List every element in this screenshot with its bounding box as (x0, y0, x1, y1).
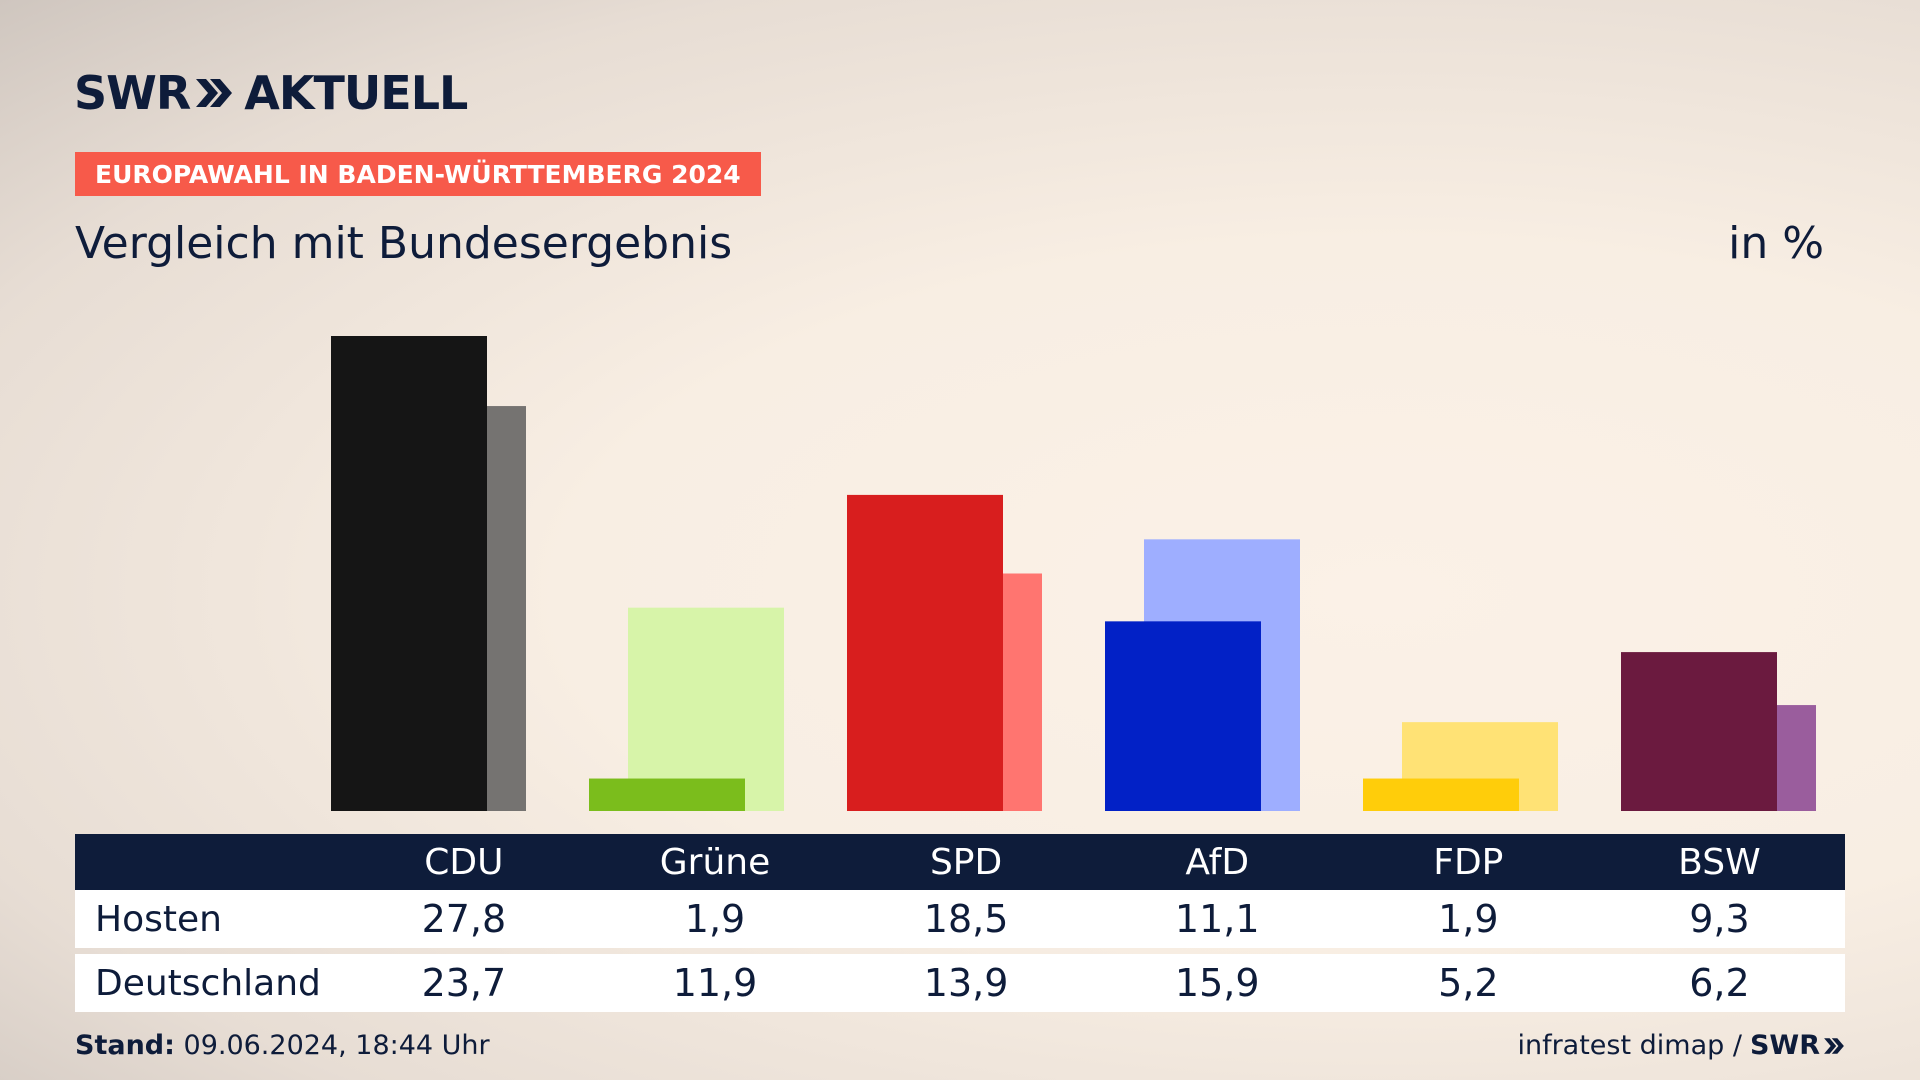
chart-subtitle: Vergleich mit Bundesergebnis (75, 218, 733, 269)
stand-label: Stand: (75, 1030, 175, 1061)
bar-hosten-bsw (1621, 652, 1777, 811)
bar-hosten-gruene (589, 778, 745, 811)
value-hosten-cdu: 27,8 (421, 897, 507, 941)
bar-deutschland-fdp (1402, 722, 1558, 811)
row-label-hosten: Hosten (95, 898, 222, 940)
bar-deutschland-spd (886, 573, 1042, 811)
table-header-row: CDU Grüne SPD AfD FDP BSW (75, 834, 1845, 890)
bar-deutschland-afd (1144, 539, 1300, 811)
value-hosten-spd: 18,5 (923, 897, 1009, 941)
value-deutschland-fdp: 5,2 (1438, 961, 1499, 1005)
election-kicker-badge: EUROPAWAHL IN BADEN-WÜRTTEMBERG 2024 (75, 152, 761, 196)
value-deutschland-gruene: 11,9 (672, 961, 758, 1005)
stand-value: 09.06.2024, 18:44 Uhr (183, 1030, 490, 1061)
party-header-gruene: Grüne (659, 841, 771, 883)
timestamp: Stand: 09.06.2024, 18:44 Uhr (75, 1030, 490, 1061)
source-brand: SWR (1750, 1030, 1845, 1061)
brand-swr: SWR (74, 66, 191, 120)
value-hosten-gruene: 1,9 (684, 897, 746, 941)
value-hosten-fdp: 1,9 (1438, 897, 1499, 941)
party-header-bsw: BSW (1678, 841, 1761, 883)
party-header-cdu: CDU (424, 841, 504, 883)
value-deutschland-spd: 13,9 (923, 961, 1009, 1005)
party-header-spd: SPD (929, 841, 1003, 883)
bar-deutschland-gruene (628, 607, 784, 811)
bar-hosten-fdp (1363, 778, 1519, 811)
value-hosten-bsw: 9,3 (1689, 897, 1750, 941)
bar-hosten-spd (847, 494, 1003, 811)
value-deutschland-bsw: 6,2 (1689, 961, 1750, 1005)
brand-aktuell: AKTUELL (244, 66, 468, 120)
source-text: infratest dimap / (1517, 1030, 1742, 1061)
unit-label: in % (1728, 218, 1824, 269)
value-hosten-afd: 11,1 (1174, 897, 1260, 941)
brand-logo: SWR AKTUELL (74, 66, 468, 120)
source-brand-text: SWR (1749, 1030, 1820, 1061)
source-credit: infratest dimap / SWR (1517, 1030, 1845, 1061)
bar-hosten-cdu (331, 336, 487, 811)
table-row-hosten: Hosten 27,8 1,9 18,5 11,1 1,9 9,3 (75, 890, 1845, 948)
bar-deutschland-cdu (370, 406, 526, 811)
table-row-deutschland: Deutschland 23,7 11,9 13,9 15,9 5,2 6,2 (75, 954, 1845, 1012)
value-deutschland-cdu: 23,7 (421, 961, 507, 1005)
bar-hosten-afd (1105, 621, 1261, 811)
results-table: CDU Grüne SPD AfD FDP BSW Hosten 27,8 1,… (75, 834, 1845, 1012)
party-header-fdp: FDP (1433, 841, 1504, 883)
double-chevron-small-icon (1824, 1037, 1844, 1054)
row-label-deutschland: Deutschland (95, 962, 321, 1004)
bar-deutschland-bsw (1660, 705, 1816, 811)
party-header-afd: AfD (1185, 841, 1250, 883)
double-chevron-icon (196, 79, 233, 107)
value-deutschland-afd: 15,9 (1174, 961, 1260, 1005)
